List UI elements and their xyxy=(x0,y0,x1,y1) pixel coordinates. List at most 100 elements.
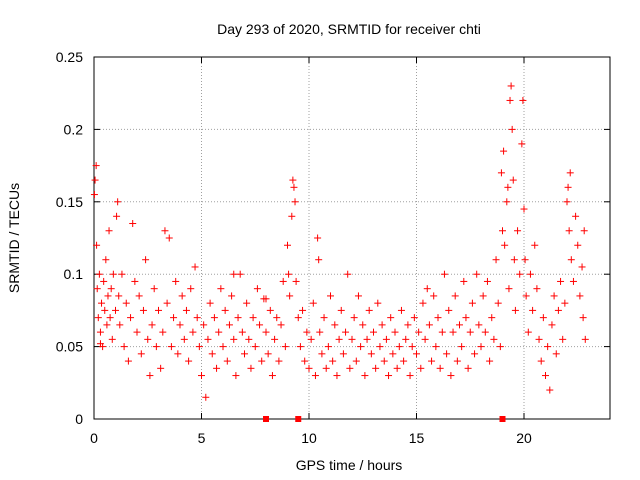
data-point xyxy=(294,314,302,322)
data-point xyxy=(419,299,427,307)
y-tick-label: 0.1 xyxy=(64,266,84,282)
data-point xyxy=(380,357,388,365)
data-point xyxy=(516,270,524,278)
data-point xyxy=(217,285,225,293)
data-point xyxy=(563,198,571,206)
data-point xyxy=(466,328,474,336)
data-point xyxy=(104,292,112,300)
data-point xyxy=(533,285,541,293)
data-point xyxy=(524,328,532,336)
data-point xyxy=(460,277,468,285)
data-point xyxy=(486,357,494,365)
data-point xyxy=(208,350,216,358)
data-point xyxy=(170,314,178,322)
data-point xyxy=(509,176,517,184)
y-tick-label: 0.15 xyxy=(56,194,83,210)
data-point xyxy=(508,125,516,133)
data-point xyxy=(296,343,304,351)
data-point xyxy=(335,335,343,343)
data-point xyxy=(112,306,119,314)
data-point xyxy=(95,270,103,278)
y-axis-label: SRMTID / TECUs xyxy=(6,183,22,293)
baseline-marker xyxy=(295,416,302,422)
data-point xyxy=(430,292,438,300)
data-point xyxy=(511,306,519,314)
data-point xyxy=(544,343,552,351)
data-point xyxy=(284,241,291,249)
data-point xyxy=(346,364,354,372)
data-point xyxy=(139,306,147,314)
data-point xyxy=(406,372,414,380)
data-point xyxy=(142,256,150,264)
data-point xyxy=(520,205,528,213)
data-point xyxy=(167,343,175,351)
data-point xyxy=(473,270,481,278)
data-point xyxy=(490,335,498,343)
data-point xyxy=(483,277,491,285)
data-point xyxy=(133,328,141,336)
baseline-marker xyxy=(499,416,506,422)
data-point xyxy=(333,372,341,380)
data-point xyxy=(453,357,461,365)
data-point xyxy=(320,314,328,322)
data-point xyxy=(124,357,132,365)
y-tick-label: 0.2 xyxy=(64,121,84,137)
data-point xyxy=(264,350,272,358)
data-point xyxy=(518,140,526,148)
data-point xyxy=(129,220,137,228)
data-point xyxy=(289,176,297,184)
data-point xyxy=(258,357,266,365)
data-point xyxy=(501,241,509,249)
data-point xyxy=(279,277,287,285)
data-point xyxy=(342,328,350,336)
baseline-markers xyxy=(263,416,506,422)
data-point xyxy=(187,285,195,293)
data-point xyxy=(322,364,330,372)
data-point xyxy=(417,364,425,372)
data-point xyxy=(514,227,522,235)
data-point xyxy=(526,270,534,278)
x-tick-label: 5 xyxy=(198,430,206,446)
data-point xyxy=(307,335,315,343)
data-point xyxy=(163,299,171,307)
data-point xyxy=(210,314,218,322)
data-point xyxy=(213,364,221,372)
data-points xyxy=(90,82,589,401)
data-point xyxy=(503,198,511,206)
data-point xyxy=(365,306,373,314)
data-point xyxy=(299,306,307,314)
data-point xyxy=(266,306,274,314)
y-tick-label: 0.25 xyxy=(56,49,83,65)
data-point xyxy=(96,340,104,348)
data-point xyxy=(182,306,190,314)
data-point xyxy=(290,183,298,191)
data-point xyxy=(247,364,255,372)
data-point xyxy=(107,285,115,293)
data-point xyxy=(339,350,347,358)
data-point xyxy=(291,198,299,206)
baseline-marker xyxy=(263,416,269,422)
data-point xyxy=(370,328,377,336)
data-point xyxy=(415,328,423,336)
data-point xyxy=(189,328,197,336)
data-point xyxy=(256,321,264,329)
data-point xyxy=(109,270,117,278)
data-point xyxy=(499,227,506,235)
data-point xyxy=(131,277,139,285)
data-point xyxy=(559,335,567,343)
data-point xyxy=(580,227,588,235)
data-point xyxy=(367,350,375,358)
data-point xyxy=(103,321,111,329)
data-point xyxy=(215,328,223,336)
data-point xyxy=(150,285,158,293)
data-point xyxy=(230,335,238,343)
data-point xyxy=(535,335,543,343)
data-point xyxy=(531,241,539,249)
data-point xyxy=(506,96,514,104)
data-point xyxy=(249,314,257,322)
data-point xyxy=(408,343,416,351)
data-point xyxy=(567,256,575,264)
data-point xyxy=(230,270,238,278)
data-point xyxy=(155,306,162,314)
